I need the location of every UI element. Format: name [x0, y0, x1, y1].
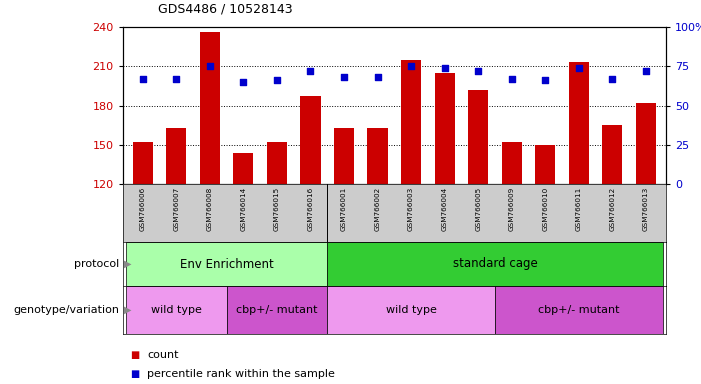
Bar — [602, 125, 622, 184]
Text: GSM766003: GSM766003 — [408, 187, 414, 232]
Bar — [327, 242, 662, 286]
Text: GSM766011: GSM766011 — [576, 187, 582, 232]
Point — [238, 79, 249, 85]
Point — [540, 77, 551, 83]
Bar — [502, 142, 522, 184]
Point — [573, 65, 585, 71]
Point — [271, 77, 283, 83]
Bar — [126, 242, 327, 286]
Text: cbp+/- mutant: cbp+/- mutant — [236, 305, 318, 315]
Text: Env Enrichment: Env Enrichment — [179, 258, 273, 270]
Bar — [327, 286, 495, 334]
Point — [439, 65, 450, 71]
Point — [606, 76, 618, 82]
Text: GSM766008: GSM766008 — [207, 187, 213, 232]
Point — [405, 63, 416, 69]
Bar — [636, 103, 656, 184]
Point — [472, 68, 484, 74]
Bar — [569, 62, 589, 184]
Text: ■: ■ — [130, 350, 139, 360]
Text: standard cage: standard cage — [453, 258, 537, 270]
Text: ▶: ▶ — [124, 305, 132, 315]
Bar — [126, 286, 226, 334]
Bar — [535, 145, 555, 184]
Text: GDS4486 / 10528143: GDS4486 / 10528143 — [158, 2, 292, 15]
Bar — [233, 153, 254, 184]
Point — [372, 74, 383, 80]
Bar — [367, 128, 388, 184]
Bar — [166, 128, 186, 184]
Point — [506, 76, 517, 82]
Text: wild type: wild type — [151, 305, 202, 315]
Bar — [334, 128, 354, 184]
Text: GSM766004: GSM766004 — [442, 187, 448, 232]
Bar — [468, 90, 488, 184]
Point — [305, 68, 316, 74]
Text: protocol: protocol — [74, 259, 119, 269]
Point — [204, 63, 215, 69]
Bar — [226, 286, 327, 334]
Bar — [267, 142, 287, 184]
Text: GSM766006: GSM766006 — [139, 187, 146, 232]
Text: count: count — [147, 350, 179, 360]
Text: ■: ■ — [130, 369, 139, 379]
Text: percentile rank within the sample: percentile rank within the sample — [147, 369, 335, 379]
Text: GSM766012: GSM766012 — [609, 187, 615, 232]
Text: GSM766009: GSM766009 — [509, 187, 515, 232]
Bar — [401, 60, 421, 184]
Bar — [301, 96, 320, 184]
Text: cbp+/- mutant: cbp+/- mutant — [538, 305, 620, 315]
Text: GSM766007: GSM766007 — [173, 187, 179, 232]
Text: GSM766010: GSM766010 — [542, 187, 548, 232]
Text: GSM766015: GSM766015 — [274, 187, 280, 232]
Bar — [200, 32, 220, 184]
Text: GSM766014: GSM766014 — [240, 187, 247, 232]
Point — [171, 76, 182, 82]
Text: genotype/variation: genotype/variation — [13, 305, 119, 315]
Text: GSM766001: GSM766001 — [341, 187, 347, 232]
Text: GSM766002: GSM766002 — [374, 187, 381, 232]
Bar — [495, 286, 662, 334]
Text: wild type: wild type — [386, 305, 437, 315]
Text: GSM766013: GSM766013 — [643, 187, 649, 232]
Point — [339, 74, 350, 80]
Bar — [435, 73, 455, 184]
Bar — [132, 142, 153, 184]
Point — [640, 68, 651, 74]
Point — [137, 76, 149, 82]
Text: GSM766016: GSM766016 — [308, 187, 313, 232]
Text: ▶: ▶ — [124, 259, 132, 269]
Text: GSM766005: GSM766005 — [475, 187, 481, 232]
